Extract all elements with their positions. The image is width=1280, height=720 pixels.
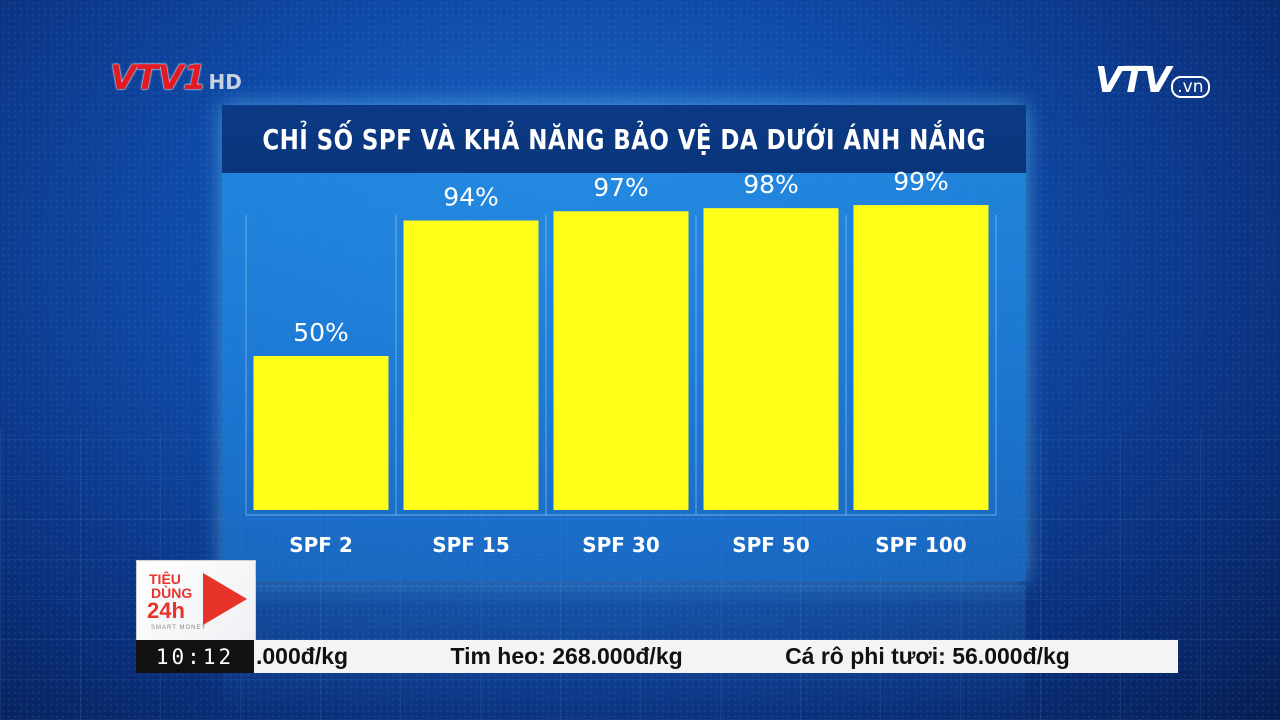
category-label: SPF 2: [289, 533, 353, 557]
badge-line2: DÙNG: [151, 585, 193, 601]
category-label: SPF 30: [582, 533, 660, 557]
vn-logo-text: .vn: [1171, 76, 1210, 98]
ticker-text: .000đ/kg Tim heo: 268.000đ/kg Cá rô phi …: [256, 643, 1166, 670]
ticker-item: Tim heo: 268.000đ/kg: [450, 643, 683, 669]
chart-title: CHỈ SỐ SPF VÀ KHẢ NĂNG BẢO VỆ DA DƯỚI ÁN…: [262, 122, 986, 156]
badge-line1: TIÊU: [149, 571, 181, 587]
category-label: SPF 50: [732, 533, 810, 557]
ticker-item: Cá rô phi tươi: 56.000đ/kg: [785, 643, 1070, 669]
vtv-logo-text: VTV: [1095, 60, 1171, 101]
category-label: SPF 100: [875, 533, 966, 557]
category-label: SPF 15: [432, 533, 510, 557]
hd-logo-text: HD: [208, 70, 242, 94]
bar-spf-50: [703, 208, 839, 510]
clock: 10:12: [136, 640, 254, 673]
vtv1-logo-text: VTV1: [110, 58, 206, 98]
plot-frame: [245, 215, 997, 516]
chart-panel: CHỈ SỐ SPF VÀ KHẢ NĂNG BẢO VỆ DA DƯỚI ÁN…: [222, 105, 1026, 581]
bar-chart: 50% SPF 2 94% SPF 15 97% SPF 30 98% SPF 50 99% SP…: [245, 167, 997, 557]
data-label: 50%: [293, 318, 349, 347]
data-label: 94%: [443, 182, 499, 211]
vtv1-hd-logo: VTV1 HD: [110, 58, 242, 98]
badge-line4: SMART MONEY: [151, 625, 207, 631]
bar-spf-2: [253, 356, 389, 510]
data-label: 98%: [743, 170, 799, 199]
bar-spf-100: [853, 205, 989, 510]
vtv-vn-logo: VTV .vn: [1095, 60, 1210, 101]
data-label: 99%: [893, 167, 949, 196]
news-ticker: 10:12 .000đ/kg Tim heo: 268.000đ/kg Cá r…: [136, 640, 1178, 673]
ticker-item: .000đ/kg: [256, 643, 349, 669]
chart-header: CHỈ SỐ SPF VÀ KHẢ NĂNG BẢO VỆ DA DƯỚI ÁN…: [222, 105, 1026, 173]
badge-line3: 24h: [147, 598, 185, 623]
bar-spf-30: [553, 211, 689, 510]
play-icon: [203, 573, 247, 625]
data-label: 97%: [593, 173, 649, 202]
tieu-dung-24h-badge: TIÊU DÙNG 24h SMART MONEY: [136, 560, 256, 642]
bar-spf-15: [403, 220, 539, 510]
